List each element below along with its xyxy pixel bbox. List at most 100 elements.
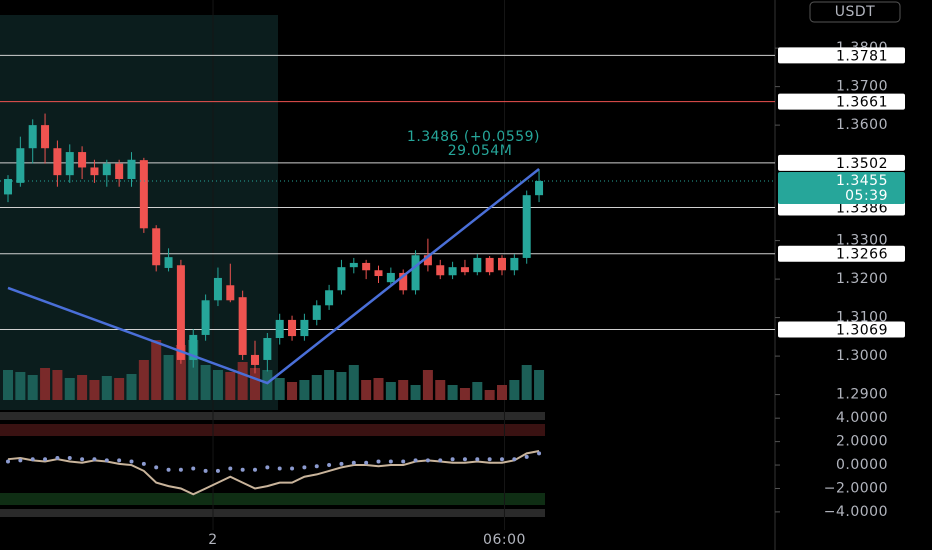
candle-body [53,148,62,176]
candle-body [263,338,272,360]
osc-band [0,412,545,420]
candle-body [498,257,506,271]
osc-dot [117,458,122,463]
volume-bar [175,345,186,400]
volume-bar [472,382,483,400]
candle-body [312,305,321,320]
volume-bar [114,378,125,400]
volume-bar [188,340,199,400]
volume-bar [373,378,384,400]
candle-body [460,267,469,273]
osc-tick-label: 2.0000 [836,434,888,450]
candle-body [189,334,198,360]
volume-bar [410,385,421,400]
osc-dot [30,457,35,462]
osc-dot [425,458,430,463]
candle-body [251,354,259,365]
osc-dot [67,456,72,461]
osc-dot [537,451,542,456]
volume-bar [336,372,347,400]
level-label: 1.3386 [836,201,888,217]
osc-dot [55,456,60,461]
osc-dot [524,454,529,459]
volume-bar [262,370,273,400]
candle-body [288,319,297,337]
osc-dot [166,467,171,472]
last-price-box [778,171,905,204]
osc-line [7,450,540,496]
osc-dot [413,458,418,463]
y-tick-label: 1.3200 [836,271,888,287]
volume-bar [3,370,13,400]
osc-dot [92,457,97,462]
volume-bar [497,385,507,400]
level-label: 1.3069 [836,323,888,339]
volume-bar [324,370,335,400]
osc-dot [154,465,159,470]
volume-bar [484,390,495,400]
osc-dot [401,459,406,464]
candle-body [275,319,284,339]
volume-bar [89,380,100,400]
candle-body [300,319,309,337]
candle-body [238,297,247,355]
countdown: 05:39 [845,188,888,204]
osc-dot [265,465,270,470]
candle-body [213,277,222,301]
volume-bar [40,368,51,400]
osc-dot [475,457,480,462]
volume-bar [521,365,532,400]
volume-bar [77,375,88,400]
volume-bar [299,380,310,400]
volume-bar [225,372,236,400]
candle-body [127,159,136,180]
volume-bar [348,365,359,400]
candle-body [411,255,420,291]
osc-dot [364,460,369,465]
osc-tick-label: −4.0000 [824,504,888,520]
volume-bar [534,370,545,400]
level-label: 1.3661 [836,95,888,111]
candle-body [362,262,371,271]
candle-body [164,257,173,268]
volume-bar [250,368,260,400]
volume-bar [64,378,75,400]
volume-bar [138,360,149,400]
osc-dot [512,457,517,462]
osc-dot [314,464,319,469]
volume-bar [126,374,137,400]
trendline [7,168,540,385]
candle-body [522,195,531,258]
candle-body [65,152,74,176]
candle-body [510,257,519,271]
osc-dot [203,468,208,473]
candle-body [201,300,210,335]
osc-dot [500,457,504,462]
candle-body [436,265,445,276]
osc-dot [253,467,257,472]
osc-dot [302,465,307,470]
osc-tick-label: −2.0000 [824,480,888,496]
osc-dot [141,461,146,466]
candle-body [485,257,494,273]
osc-dot [339,461,344,466]
osc-dot [104,458,109,463]
osc-dot [215,468,220,473]
candle-body [78,152,87,168]
candle-body [349,262,358,268]
osc-tick-label: 0.0000 [836,457,888,473]
osc-dot [290,466,295,471]
osc-dot [450,457,455,462]
y-tick-label: 1.3700 [836,79,888,95]
currency-box[interactable] [809,1,901,23]
currency[interactable]: USDT [835,4,875,20]
annotation: 1.3486 (+0.0559) [407,129,540,145]
volume-bar [311,375,322,400]
volume-bar [151,340,162,400]
osc-dot [240,467,245,472]
osc-dot [228,466,233,471]
osc-dot [129,459,134,464]
candle-body [423,255,432,266]
candle-body [90,167,99,176]
